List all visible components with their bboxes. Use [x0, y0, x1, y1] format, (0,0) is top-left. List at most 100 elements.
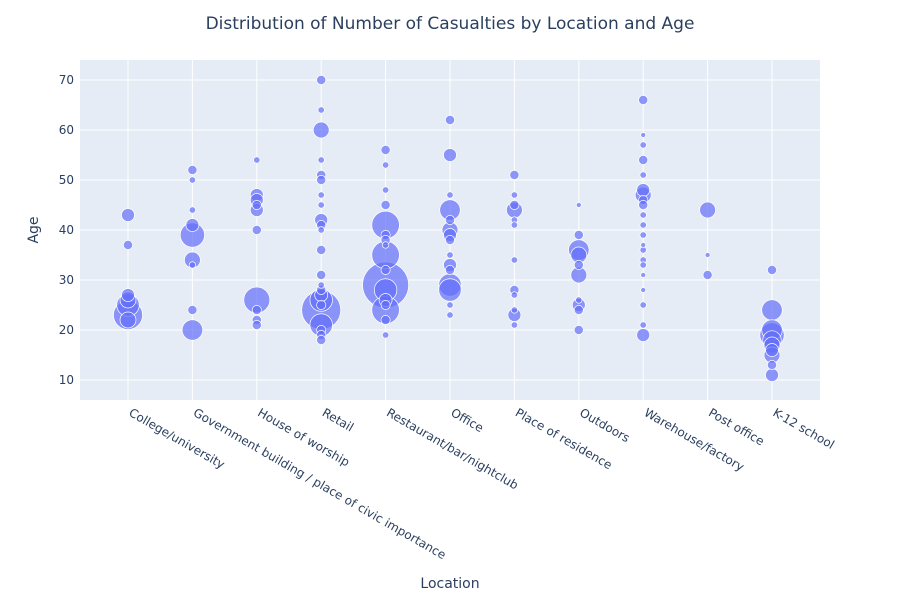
data-point[interactable] — [767, 265, 777, 275]
data-point[interactable] — [767, 360, 777, 370]
data-point[interactable] — [316, 335, 327, 345]
data-point[interactable] — [445, 235, 455, 245]
y-tick-label: 60 — [59, 123, 74, 137]
data-point[interactable] — [575, 202, 582, 208]
data-point[interactable] — [121, 288, 135, 302]
data-point[interactable] — [187, 165, 198, 175]
data-point[interactable] — [317, 191, 325, 199]
data-point[interactable] — [699, 201, 716, 219]
y-axis-ticks: 10 20 30 40 50 60 70 — [59, 73, 74, 387]
data-point[interactable] — [446, 251, 454, 259]
x-tick-label: Post office — [706, 405, 767, 448]
data-point[interactable] — [251, 320, 262, 330]
data-point[interactable] — [639, 141, 647, 149]
data-point[interactable] — [188, 176, 197, 184]
data-point[interactable] — [185, 218, 200, 232]
data-point[interactable] — [316, 75, 327, 85]
data-point[interactable] — [381, 186, 390, 194]
data-point[interactable] — [380, 315, 391, 325]
data-point[interactable] — [251, 200, 262, 210]
data-point[interactable] — [638, 200, 649, 210]
data-point[interactable] — [573, 305, 584, 315]
data-point[interactable] — [317, 281, 325, 289]
data-point[interactable] — [636, 328, 651, 342]
data-point[interactable] — [510, 291, 519, 299]
data-point[interactable] — [573, 260, 584, 270]
data-point[interactable] — [317, 226, 325, 234]
chart-title: Distribution of Number of Casualties by … — [206, 14, 695, 34]
data-point[interactable] — [381, 331, 390, 339]
data-point[interactable] — [638, 155, 649, 165]
data-point[interactable] — [640, 287, 647, 293]
data-point[interactable] — [638, 95, 649, 105]
data-point[interactable] — [765, 368, 779, 382]
data-point[interactable] — [316, 270, 327, 280]
data-point[interactable] — [188, 261, 197, 269]
data-point[interactable] — [510, 256, 519, 264]
data-point[interactable] — [312, 121, 330, 139]
y-axis-title: Age — [26, 216, 42, 243]
y-tick-label: 50 — [59, 173, 74, 187]
data-point[interactable] — [575, 296, 583, 304]
data-point[interactable] — [640, 132, 647, 138]
data-point[interactable] — [640, 272, 647, 278]
data-point[interactable] — [510, 191, 519, 199]
y-tick-label: 10 — [59, 373, 74, 387]
data-point[interactable] — [446, 301, 454, 309]
data-point[interactable] — [446, 311, 454, 319]
data-point[interactable] — [636, 183, 651, 197]
data-point[interactable] — [316, 175, 327, 185]
data-point[interactable] — [380, 265, 391, 275]
data-point[interactable] — [509, 170, 520, 180]
x-tick-label: K-12 school — [771, 405, 837, 451]
data-point[interactable] — [702, 270, 713, 280]
data-point[interactable] — [761, 299, 783, 321]
data-point[interactable] — [317, 106, 325, 114]
data-point[interactable] — [119, 311, 137, 329]
data-point[interactable] — [317, 201, 325, 209]
data-point[interactable] — [251, 225, 262, 235]
data-point[interactable] — [509, 200, 520, 210]
data-point[interactable] — [181, 319, 204, 341]
data-point[interactable] — [123, 240, 133, 250]
data-point[interactable] — [510, 221, 519, 229]
data-point[interactable] — [380, 200, 391, 210]
data-point[interactable] — [317, 156, 325, 164]
data-point[interactable] — [316, 245, 327, 255]
data-point[interactable] — [765, 343, 779, 357]
data-point[interactable] — [188, 206, 197, 214]
data-point[interactable] — [445, 215, 455, 225]
data-point[interactable] — [380, 145, 391, 155]
data-point[interactable] — [381, 161, 390, 169]
data-point[interactable] — [639, 221, 647, 229]
data-point[interactable] — [510, 306, 519, 314]
data-point[interactable] — [438, 278, 462, 302]
y-tick-label: 70 — [59, 73, 74, 87]
data-point[interactable] — [639, 231, 647, 239]
data-point[interactable] — [639, 171, 647, 179]
data-point[interactable] — [187, 305, 198, 315]
data-point[interactable] — [121, 208, 135, 222]
data-point[interactable] — [251, 305, 262, 315]
data-point[interactable] — [640, 242, 647, 248]
data-point[interactable] — [380, 300, 391, 310]
data-point[interactable] — [639, 211, 647, 219]
x-tick-label: Outdoors — [577, 405, 632, 445]
data-point[interactable] — [381, 241, 390, 249]
data-point[interactable] — [445, 115, 455, 125]
data-point[interactable] — [639, 261, 647, 269]
data-point[interactable] — [446, 191, 454, 199]
data-point[interactable] — [573, 230, 584, 240]
data-point[interactable] — [253, 156, 261, 164]
data-point[interactable] — [704, 252, 711, 258]
data-point[interactable] — [639, 301, 647, 309]
data-point[interactable] — [316, 300, 327, 310]
data-point[interactable] — [573, 325, 584, 335]
data-point[interactable] — [445, 265, 455, 275]
x-tick-label: Retail — [320, 405, 356, 434]
data-point[interactable] — [443, 148, 457, 162]
data-point[interactable] — [510, 321, 519, 329]
x-axis-title: Location — [420, 576, 479, 592]
data-point[interactable] — [639, 321, 647, 329]
